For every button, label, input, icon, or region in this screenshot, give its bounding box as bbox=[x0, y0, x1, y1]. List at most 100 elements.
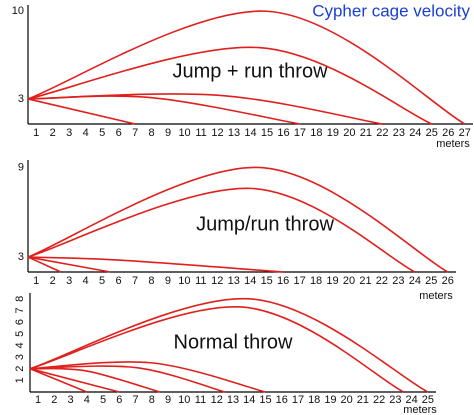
x-tick-label: 21 bbox=[357, 394, 369, 406]
x-tick-label: 9 bbox=[165, 275, 171, 287]
chart-title: Cypher cage velocity bbox=[312, 1, 470, 20]
x-tick-label: 15 bbox=[261, 127, 273, 139]
trajectory bbox=[27, 10, 466, 125]
x-tick-label: 14 bbox=[243, 394, 255, 406]
trajectory bbox=[27, 187, 416, 273]
x-tick-label: 6 bbox=[116, 394, 122, 406]
x-tick-label: 18 bbox=[310, 127, 322, 139]
trajectory bbox=[29, 367, 161, 393]
x-tick-label: 25 bbox=[422, 394, 434, 406]
x-tick-label: 20 bbox=[343, 275, 355, 287]
y-tick-label: 3 bbox=[18, 93, 24, 105]
x-tick-label: 9 bbox=[165, 127, 171, 139]
annotation: Jump + run throw bbox=[172, 60, 328, 82]
x-tick-label: 1 bbox=[35, 394, 41, 406]
x-tick-label: 16 bbox=[277, 275, 289, 287]
y-tick-label: 8 bbox=[14, 296, 26, 302]
y-tick-label: 10 bbox=[12, 5, 24, 17]
x-tick-label: 6 bbox=[115, 275, 121, 287]
y-tick-label: 4 bbox=[14, 342, 26, 348]
x-tick-label: 3 bbox=[68, 394, 74, 406]
x-tick-label: 8 bbox=[149, 127, 155, 139]
trajectory bbox=[29, 306, 404, 393]
x-tick-label: 14 bbox=[244, 275, 256, 287]
x-axis-label: meters bbox=[419, 290, 453, 302]
trajectory bbox=[27, 93, 383, 125]
x-tick-label: 2 bbox=[51, 394, 57, 406]
x-tick-label: 10 bbox=[178, 127, 190, 139]
x-tick-label: 21 bbox=[360, 127, 372, 139]
x-tick-label: 10 bbox=[178, 394, 190, 406]
trajectory bbox=[27, 256, 284, 273]
trajectory bbox=[29, 365, 226, 393]
x-tick-label: 3 bbox=[66, 275, 72, 287]
x-tick-label: 11 bbox=[195, 127, 206, 139]
x-tick-label: 9 bbox=[165, 394, 171, 406]
x-axis-label: meters bbox=[436, 138, 470, 150]
x-tick-label: 10 bbox=[178, 275, 190, 287]
x-tick-label: 22 bbox=[376, 127, 388, 139]
x-tick-label: 15 bbox=[259, 394, 271, 406]
x-tick-label: 4 bbox=[84, 394, 90, 406]
y-tick-label: 3 bbox=[14, 354, 26, 360]
y-tick-label: 7 bbox=[14, 307, 26, 313]
x-tick-label: 2 bbox=[50, 275, 56, 287]
trajectory bbox=[27, 256, 62, 273]
x-tick-label: 14 bbox=[244, 127, 256, 139]
x-tick-label: 5 bbox=[100, 394, 106, 406]
x-tick-label: 23 bbox=[393, 127, 405, 139]
y-tick-label: 1 bbox=[14, 377, 26, 383]
x-tick-label: 16 bbox=[276, 394, 288, 406]
x-tick-label: 16 bbox=[277, 127, 289, 139]
x-tick-label: 20 bbox=[341, 394, 353, 406]
x-tick-label: 17 bbox=[294, 127, 306, 139]
x-tick-label: 1 bbox=[33, 275, 39, 287]
x-tick-label: 24 bbox=[409, 275, 421, 287]
trajectory bbox=[29, 367, 88, 393]
trajectory bbox=[27, 98, 136, 125]
x-tick-label: 27 bbox=[459, 127, 471, 139]
x-tick-label: 19 bbox=[327, 127, 339, 139]
x-tick-label: 24 bbox=[406, 394, 418, 406]
x-tick-label: 11 bbox=[195, 275, 206, 287]
x-tick-label: 25 bbox=[425, 275, 437, 287]
x-tick-label: 15 bbox=[261, 275, 273, 287]
x-tick-label: 23 bbox=[392, 275, 404, 287]
x-axis-label: meters bbox=[403, 404, 437, 415]
x-tick-label: 2 bbox=[50, 127, 56, 139]
x-tick-label: 19 bbox=[324, 394, 336, 406]
x-tick-label: 7 bbox=[132, 275, 138, 287]
x-tick-label: 23 bbox=[389, 394, 401, 406]
x-tick-label: 17 bbox=[293, 275, 305, 287]
x-tick-label: 8 bbox=[148, 275, 154, 287]
x-tick-label: 7 bbox=[132, 394, 138, 406]
y-tick-label: 6 bbox=[14, 319, 26, 325]
x-tick-label: 6 bbox=[116, 127, 122, 139]
x-tick-label: 22 bbox=[373, 394, 385, 406]
trajectory bbox=[29, 367, 120, 393]
x-tick-label: 3 bbox=[66, 127, 72, 139]
x-tick-label: 1 bbox=[33, 127, 39, 139]
annotation: Jump/run throw bbox=[196, 213, 334, 235]
x-tick-label: 12 bbox=[211, 275, 223, 287]
trajectory bbox=[29, 361, 266, 393]
annotation: Normal throw bbox=[174, 331, 293, 353]
y-tick-label: 9 bbox=[18, 161, 24, 173]
x-tick-label: 11 bbox=[195, 394, 206, 406]
x-tick-label: 26 bbox=[442, 127, 454, 139]
x-tick-label: 26 bbox=[442, 275, 454, 287]
x-tick-label: 7 bbox=[132, 127, 138, 139]
trajectory bbox=[27, 166, 449, 273]
x-tick-label: 5 bbox=[99, 275, 105, 287]
x-tick-label: 22 bbox=[376, 275, 388, 287]
x-tick-label: 5 bbox=[99, 127, 105, 139]
x-tick-label: 24 bbox=[409, 127, 421, 139]
y-tick-label: 2 bbox=[14, 366, 26, 372]
x-tick-label: 18 bbox=[310, 275, 322, 287]
y-tick-label: 5 bbox=[14, 331, 26, 337]
x-tick-label: 4 bbox=[83, 275, 89, 287]
x-tick-label: 25 bbox=[426, 127, 438, 139]
trajectory bbox=[27, 256, 111, 273]
trajectory bbox=[29, 298, 429, 393]
